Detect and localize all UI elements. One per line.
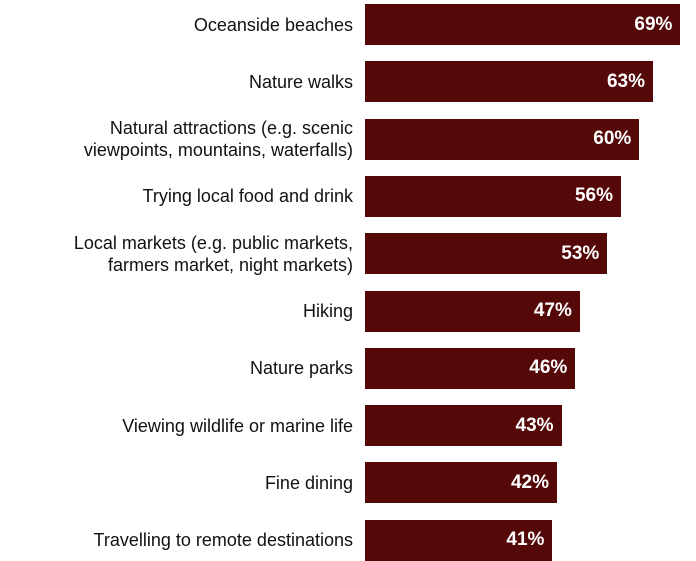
bar: 43% bbox=[365, 405, 562, 447]
chart-row: Travelling to remote destinations 41% bbox=[0, 519, 696, 561]
category-label: Local markets (e.g. public markets, farm… bbox=[73, 232, 353, 275]
category-label: Nature walks bbox=[248, 71, 353, 92]
bar: 63% bbox=[365, 61, 653, 103]
value-label: 60% bbox=[593, 128, 632, 150]
bar: 41% bbox=[365, 519, 553, 561]
category-label: Nature parks bbox=[249, 358, 353, 379]
value-label: 43% bbox=[515, 414, 554, 436]
chart-row: Local markets (e.g. public markets, farm… bbox=[0, 232, 696, 275]
bar: 47% bbox=[365, 290, 580, 332]
chart-row: Nature walks 63% bbox=[0, 61, 696, 103]
chart-row: Fine dining 42% bbox=[0, 462, 696, 504]
category-label: Viewing wildlife or marine life bbox=[122, 415, 353, 436]
bar: 46% bbox=[365, 347, 576, 389]
chart-row: Trying local food and drink 56% bbox=[0, 175, 696, 217]
value-label: 63% bbox=[606, 70, 645, 92]
category-label: Fine dining bbox=[264, 472, 353, 493]
chart-row: Natural attractions (e.g. scenic viewpoi… bbox=[0, 118, 696, 161]
value-label: 56% bbox=[574, 185, 613, 207]
chart-row: Viewing wildlife or marine life 43% bbox=[0, 405, 696, 447]
category-label: Oceanside beaches bbox=[193, 14, 353, 35]
value-label: 47% bbox=[533, 300, 572, 321]
bar: 69% bbox=[365, 4, 681, 45]
bar: 53% bbox=[365, 233, 608, 275]
chart-row: Nature parks 46% bbox=[0, 347, 696, 389]
bar: 42% bbox=[365, 462, 557, 504]
bar: 60% bbox=[365, 118, 640, 160]
value-label: 53% bbox=[561, 242, 600, 264]
category-label: Hiking bbox=[302, 301, 353, 321]
bar: 56% bbox=[365, 175, 621, 217]
category-label: Travelling to remote destinations bbox=[93, 530, 353, 551]
category-label: Natural attractions (e.g. scenic viewpoi… bbox=[83, 118, 353, 161]
chart-row: Hiking 47% bbox=[0, 290, 696, 332]
value-label: 42% bbox=[510, 471, 549, 493]
value-label: 69% bbox=[634, 13, 673, 35]
chart-row: Oceanside beaches 69% bbox=[0, 4, 696, 45]
value-label: 46% bbox=[529, 357, 568, 379]
value-label: 41% bbox=[506, 529, 545, 551]
category-label: Trying local food and drink bbox=[142, 186, 353, 207]
